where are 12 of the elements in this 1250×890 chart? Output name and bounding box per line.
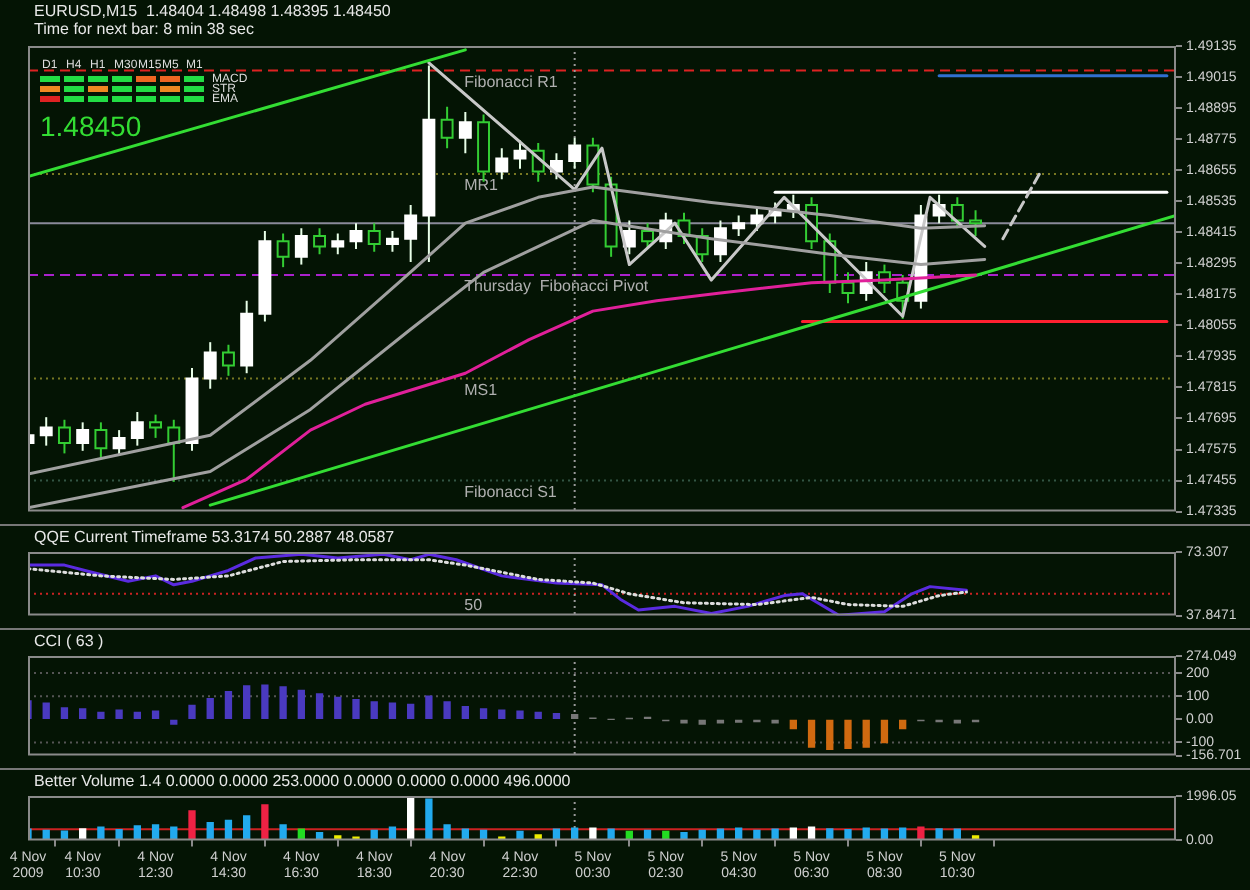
ref-line-label: MS1 (464, 380, 499, 399)
chart-title: CCI ( 63 ) (34, 632, 105, 651)
ref-line-label: MR1 (464, 176, 500, 195)
ref-line-label: 50 (464, 596, 484, 615)
chart-title: EURUSD,M15 1.48404 1.48498 1.48395 1.48450 (34, 2, 392, 21)
ref-line-label: Fibonacci R1 (464, 72, 559, 91)
ref-line-label: Thursday Fibonacci Pivot (464, 277, 650, 296)
annotation: 1.48450 (40, 110, 142, 142)
chart-title: Better Volume 1.4 0.0000 0.0000 253.0000 0.0000 0.0000 0.0000 496.0000 (34, 772, 572, 791)
ref-line-label: Fibonacci S1 (464, 482, 558, 501)
chart-subtitle: Time for next bar: 8 min 38 sec (34, 20, 254, 39)
chart-title: QQE Current Timeframe 53.3174 50.2887 48.0587 (34, 528, 396, 547)
